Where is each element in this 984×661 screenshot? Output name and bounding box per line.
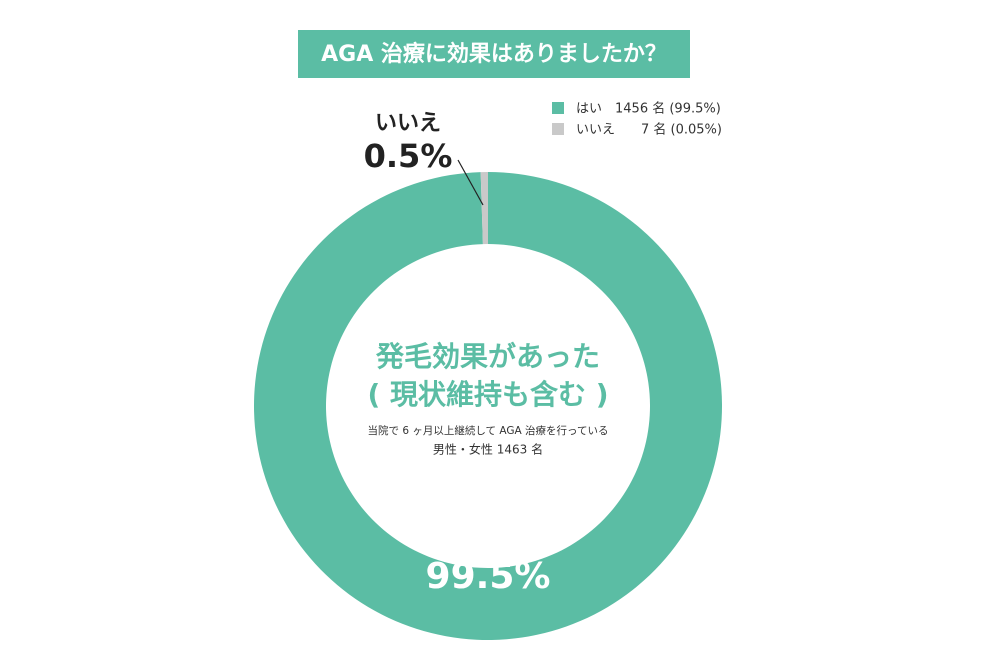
donut-slice bbox=[480, 172, 488, 245]
slice-value-label: 0.5% bbox=[364, 137, 453, 175]
donut-slice bbox=[254, 172, 723, 640]
legend-label: はい 1456 名 (99.5%) bbox=[576, 101, 721, 117]
center-note: 当院で 6 ヶ月以上継続して AGA 治療を行っている bbox=[367, 424, 608, 437]
title-box bbox=[298, 30, 690, 78]
center-text: ( 現状維持も含む ) bbox=[367, 378, 608, 411]
legend-swatch bbox=[552, 123, 564, 135]
slice-value-label: 99.5% bbox=[426, 556, 551, 597]
leader-line bbox=[457, 159, 484, 206]
slice-label: いいえ bbox=[375, 111, 441, 136]
center-note: 男性・女性 1463 名 bbox=[433, 442, 543, 457]
slice-label: はい bbox=[466, 531, 510, 556]
legend-swatch bbox=[552, 102, 564, 114]
legend-label: いいえ 7 名 (0.05%) bbox=[576, 122, 722, 138]
chart-title: AGA 治療に効果はありましたか？ bbox=[321, 41, 667, 67]
center-text: 発毛効果があった bbox=[375, 340, 600, 373]
